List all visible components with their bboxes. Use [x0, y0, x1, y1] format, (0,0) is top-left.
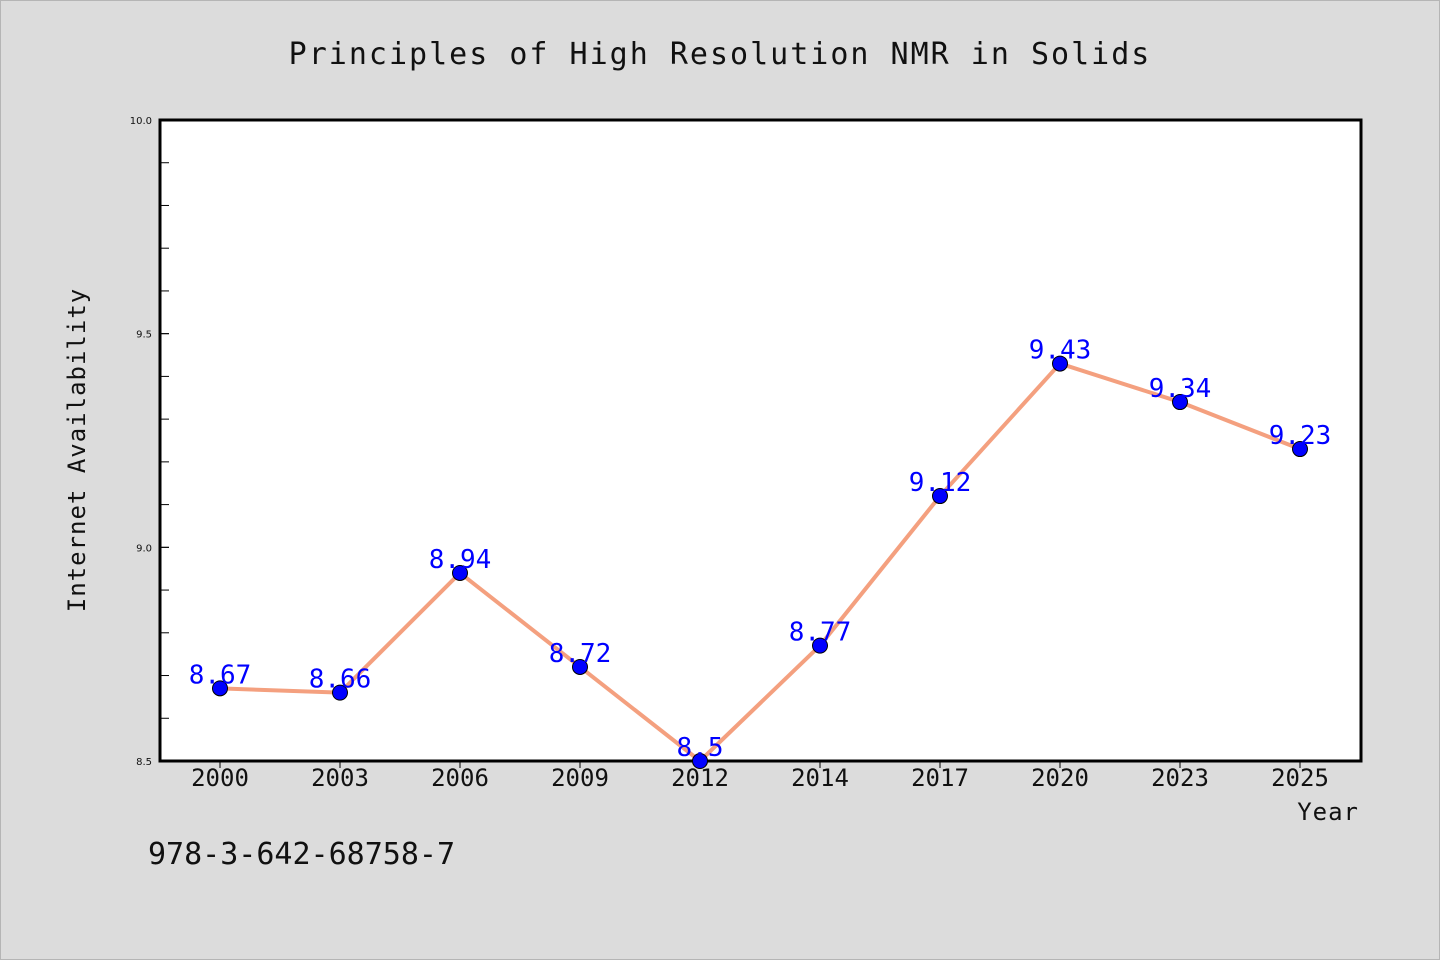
data-label: 9.34 — [1149, 374, 1212, 404]
x-tick-label: 2003 — [311, 764, 369, 792]
data-label: 8.5 — [677, 733, 724, 763]
x-tick-label: 2023 — [1151, 764, 1209, 792]
data-label: 8.66 — [309, 665, 372, 695]
data-point — [1292, 441, 1308, 458]
series-line — [219, 361, 1301, 763]
footnote-isbn: 978-3-642-68758-7 — [148, 837, 455, 872]
x-tick-label: 2020 — [1031, 764, 1089, 792]
data-label: 8.77 — [789, 618, 852, 648]
plot-area — [158, 118, 1363, 763]
x-tick-label: 2017 — [911, 764, 969, 792]
x-axis: 2000 2003 2006 2009 2012 2014 2017 2020 2023 2025 — [191, 761, 1329, 792]
data-label: 9.23 — [1269, 421, 1332, 451]
x-tick-label: 2009 — [551, 764, 609, 792]
data-point — [572, 658, 588, 675]
data-point — [812, 637, 828, 654]
data-point — [452, 564, 468, 581]
x-tick-label: 2014 — [791, 764, 849, 792]
chart-title: Principles of High Resolution NMR in Sol… — [289, 37, 1152, 72]
y-tick-label: 9.5 — [136, 330, 152, 341]
data-point — [1052, 355, 1068, 372]
data-point — [932, 488, 948, 505]
data-point — [212, 680, 228, 697]
data-label: 8.67 — [189, 660, 252, 690]
data-label: 8.72 — [549, 639, 612, 669]
y-tick-label: 10.0 — [130, 116, 152, 127]
x-axis-label: Year — [1297, 798, 1359, 826]
x-tick-label: 2006 — [431, 764, 489, 792]
y-axis-label: Internet Availability — [63, 288, 91, 612]
x-tick-label: 2025 — [1271, 764, 1329, 792]
y-tick-label: 8.5 — [136, 757, 152, 768]
data-point — [332, 684, 348, 701]
data-label: 9.43 — [1029, 336, 1092, 366]
y-tick-label: 9.0 — [136, 543, 152, 554]
markers — [212, 355, 1308, 769]
y-axis: 8.5 9.0 9.5 10.0 — [130, 116, 169, 768]
data-point — [692, 753, 708, 769]
data-point — [1172, 394, 1188, 411]
data-label: 9.12 — [909, 468, 972, 498]
data-label: 8.94 — [429, 545, 492, 575]
data-labels: 8.67 8.66 8.94 8.72 8.5 8.77 9.12 9.43 9.34 9.23 — [189, 336, 1332, 763]
x-tick-label: 2000 — [191, 764, 249, 792]
